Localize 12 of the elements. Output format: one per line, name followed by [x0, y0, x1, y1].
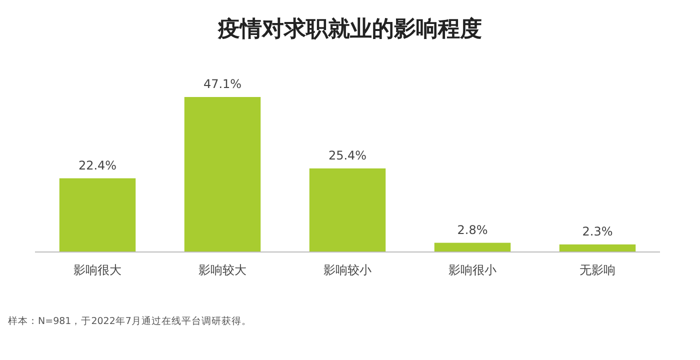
x-tick-label: 无影响 — [580, 263, 616, 277]
x-tick-label: 影响较大 — [198, 263, 246, 277]
text: 样本：N=981，于2022年7月通过在线平台调研获得。 — [8, 315, 252, 327]
chart-title: 疫情对求职就业的影响程度 — [217, 16, 482, 42]
data-label: 25.4% — [328, 148, 367, 162]
data-label: 2.3% — [582, 224, 613, 238]
data-label: 47.1% — [203, 77, 242, 91]
data-label: 22.4% — [78, 158, 117, 172]
x-tick-label: 影响很大 — [74, 263, 122, 277]
data-label: 2.8% — [457, 222, 488, 237]
x-tick-label: 影响很小 — [448, 263, 496, 277]
x-tick-label: 影响较小 — [324, 263, 372, 277]
